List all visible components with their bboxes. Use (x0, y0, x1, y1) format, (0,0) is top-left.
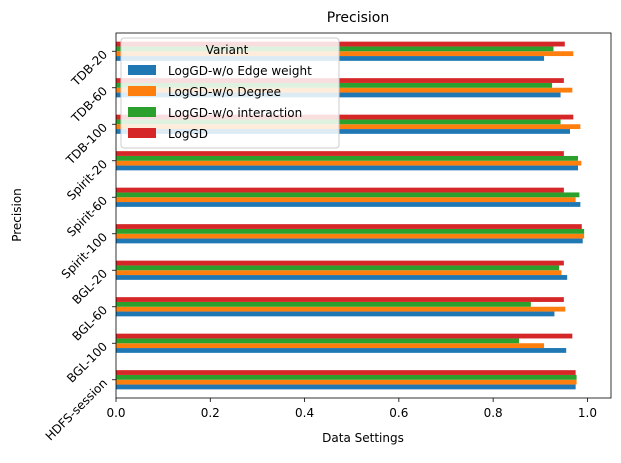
bar-spirit-100-series-4 (116, 224, 582, 229)
bar-tdb-100-series-2 (116, 124, 581, 130)
bar-tdb-100-series-1 (116, 129, 570, 134)
bar-spirit-60-series-2 (116, 197, 576, 203)
x-tick-label: 0.2 (201, 406, 220, 420)
bar-tdb-20-series-2 (116, 51, 574, 57)
bar-spirit-60-series-1 (116, 202, 581, 207)
bar-tdb-60-series-2 (116, 87, 573, 93)
bar-hdfs-session-series-1 (116, 384, 576, 390)
legend-swatch-4 (128, 128, 156, 138)
legend-title: Variant (206, 43, 249, 57)
x-axis-ticks: 0.0 0.2 0.4 0.6 0.8 1.0 (106, 398, 597, 420)
bar-bgl-20-series-2 (116, 270, 562, 276)
bar-bgl-20-series-1 (116, 275, 568, 280)
bar-bgl-60-series-3 (116, 301, 531, 307)
bar-tdb-100-series-4 (116, 114, 574, 120)
bar-spirit-20-series-3 (116, 155, 578, 161)
y-tick-label: TDB-60 (68, 84, 110, 126)
legend-entry-2: LogGD-w/o Degree (168, 85, 281, 99)
bar-bgl-20-series-4 (116, 260, 564, 266)
bar-spirit-100-series-2 (116, 233, 585, 239)
legend: Variant LogGD-w/o Edge weight LogGD-w/o De… (120, 37, 340, 149)
bar-bgl-100-series-3 (116, 338, 520, 344)
chart-title: Precision (327, 10, 389, 26)
y-tick-label: BGL-100 (64, 339, 110, 385)
bar-tdb-20-series-4 (116, 41, 565, 47)
x-tick-label: 0.4 (295, 406, 314, 420)
legend-swatch-3 (128, 107, 156, 117)
bar-spirit-60-series-4 (116, 187, 564, 193)
bar-spirit-20-series-2 (116, 160, 582, 166)
bar-bgl-60-series-2 (116, 306, 566, 312)
bar-bgl-100-series-4 (116, 333, 573, 339)
x-tick-label: 1.0 (578, 406, 597, 420)
y-tick-label: BGL-60 (70, 303, 111, 344)
bar-tdb-60-series-4 (116, 78, 564, 83)
bar-hdfs-session-series-4 (116, 370, 576, 375)
y-axis-ticks: HDFS-sessionBGL-100BGL-60BGL-20Spirit-10… (43, 47, 116, 443)
bar-bgl-100-series-2 (116, 343, 545, 349)
bar-bgl-20-series-3 (116, 265, 560, 271)
bar-spirit-60-series-3 (116, 192, 580, 198)
legend-swatch-1 (128, 65, 156, 75)
x-axis-title: Data Settings (322, 431, 404, 445)
bar-hdfs-session-series-2 (116, 379, 577, 385)
legend-entry-1: LogGD-w/o Edge weight (168, 64, 312, 78)
bar-hdfs-session-series-3 (116, 374, 577, 380)
y-tick-label: HDFS-session (43, 376, 110, 443)
bar-bgl-60-series-4 (116, 297, 564, 302)
bar-spirit-20-series-4 (116, 151, 564, 156)
bar-spirit-100-series-3 (116, 228, 585, 234)
plot-frame (115, 32, 612, 399)
x-tick-label: 0.6 (389, 406, 408, 420)
bar-spirit-100-series-1 (116, 238, 583, 244)
legend-box (120, 37, 340, 149)
y-axis-title: Precision (10, 188, 24, 242)
y-tick-label: TDB-20 (68, 47, 110, 89)
bar-bgl-100-series-1 (116, 348, 567, 353)
bar-bgl-60-series-1 (116, 311, 555, 317)
legend-swatch-2 (128, 86, 156, 96)
x-tick-label: 0.0 (106, 406, 125, 420)
bar-spirit-20-series-1 (116, 165, 578, 171)
legend-entry-3: LogGD-w/o interaction (168, 106, 302, 120)
legend-entry-4: LogGD (168, 127, 208, 141)
x-tick-label: 0.8 (484, 406, 503, 420)
